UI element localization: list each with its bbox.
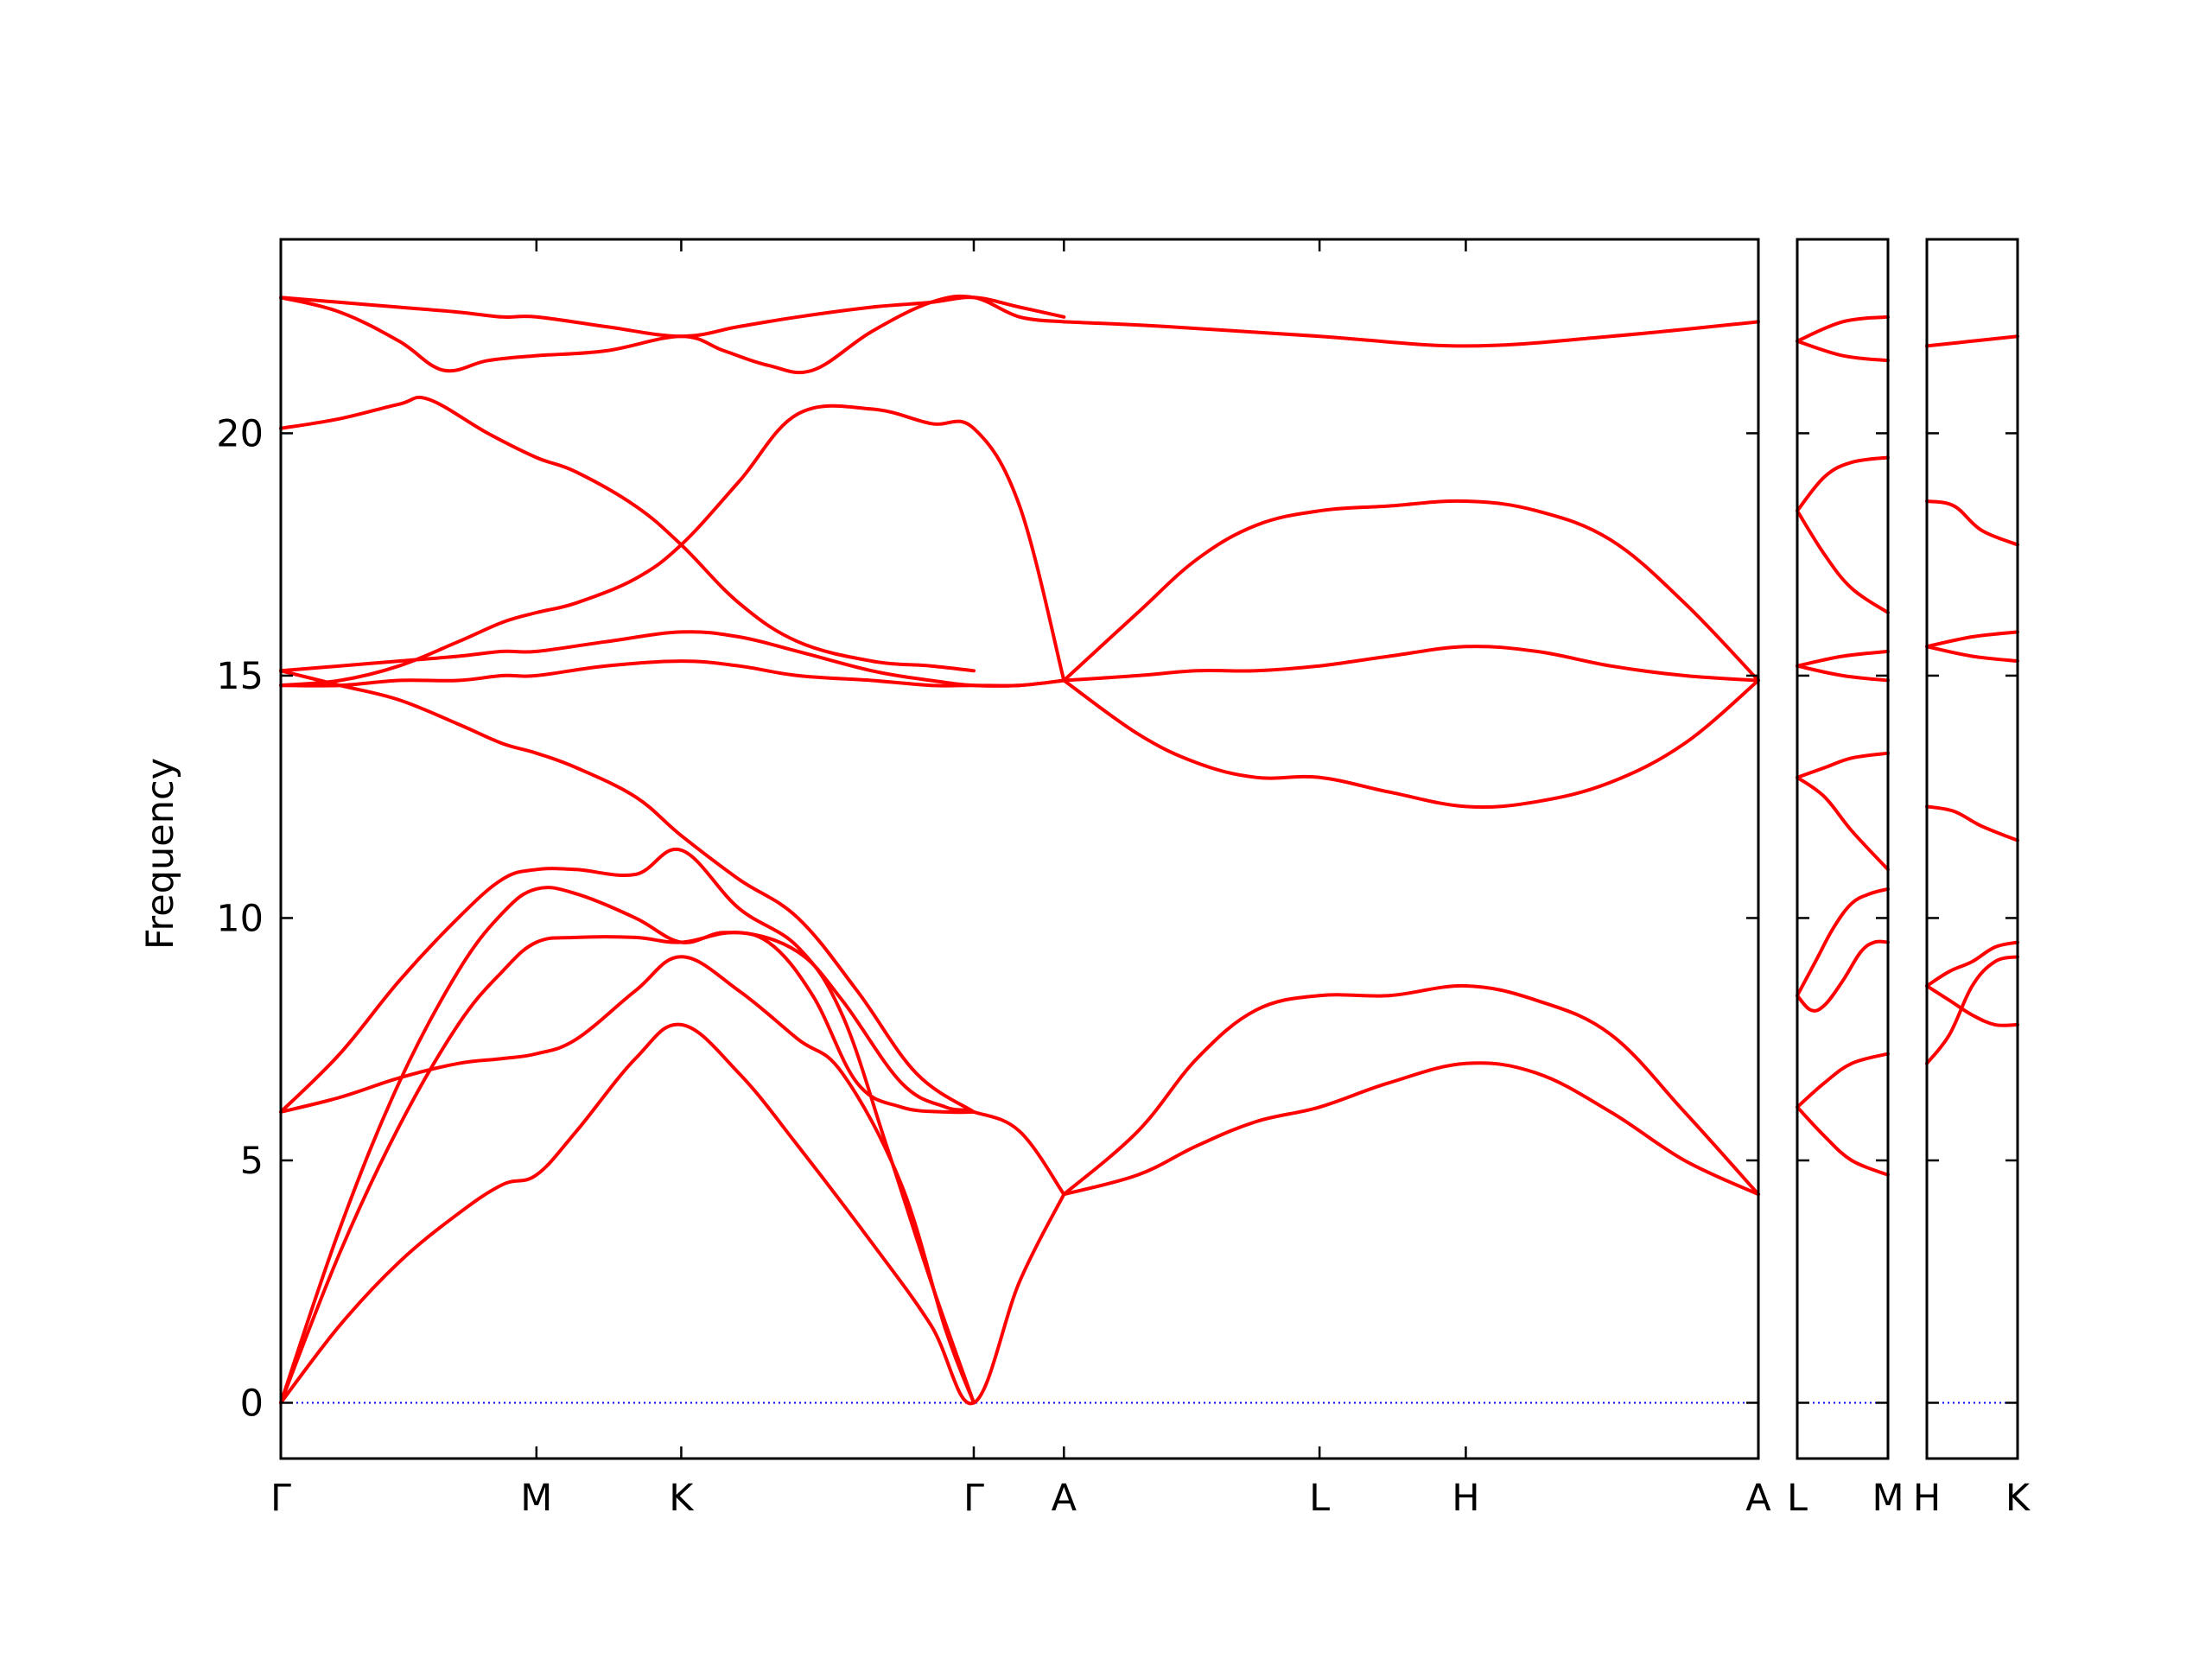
x-tick-label: A [1052, 1477, 1077, 1520]
y-tick-label: 5 [240, 1140, 264, 1183]
band-line-main-15 [1062, 678, 1760, 810]
band-line-H-K-8 [1925, 334, 2019, 348]
y-tick-label: 15 [216, 655, 264, 698]
band-line-H-K-1 [1925, 955, 2019, 1065]
band-line-L-M-9 [1796, 509, 1890, 614]
x-tick-label: K [2005, 1477, 2031, 1520]
bands-layer [279, 294, 2019, 1406]
x-tick-label: H [1452, 1477, 1479, 1520]
band-line-H-K-6 [1925, 630, 2019, 649]
band-line-main-10 [279, 395, 976, 673]
y-tick-label: 0 [240, 1382, 264, 1425]
panel-frame-main [279, 238, 1760, 1460]
band-line-L-M-1 [1796, 1105, 1890, 1177]
band-line-main-3 [279, 886, 976, 1405]
band-line-H-K-4 [1925, 804, 2019, 842]
band-line-L-M-4 [1796, 887, 1890, 998]
band-line-main-11 [279, 294, 1066, 375]
band-line-main-5 [279, 847, 976, 1405]
band-line-main-14 [1062, 983, 1760, 1197]
band-line-main-18 [1062, 320, 1760, 348]
x-tick-label: L [1787, 1477, 1808, 1520]
band-line-L-M-12 [1796, 315, 1890, 343]
band-line-main-13 [1062, 1061, 1760, 1197]
band-line-L-M-7 [1796, 664, 1890, 683]
band-line-H-K-3 [1925, 940, 2019, 988]
band-line-main-2 [279, 931, 1066, 1405]
band-line-main-9 [279, 404, 1066, 688]
band-line-L-M-2 [1796, 1052, 1890, 1109]
band-line-H-K-5 [1925, 645, 2019, 664]
band-line-L-M-10 [1796, 455, 1890, 513]
x-tick-label: M [1872, 1477, 1904, 1520]
panel-frame-H-K [1925, 238, 2019, 1460]
panel-frame-L-M [1796, 238, 1890, 1460]
band-line-L-M-3 [1796, 939, 1890, 1013]
x-tick-label: A [1745, 1477, 1771, 1520]
y-tick-label: 20 [216, 412, 264, 455]
band-line-main-12 [279, 296, 1066, 339]
band-line-main-1 [279, 1022, 1066, 1406]
band-line-main-7 [279, 630, 1066, 688]
band-line-L-M-11 [1796, 339, 1890, 363]
band-line-L-M-8 [1796, 649, 1890, 668]
x-tick-label: Γ [270, 1477, 291, 1520]
band-line-H-K-2 [1925, 984, 2019, 1027]
band-line-main-16 [1062, 645, 1760, 683]
y-axis-title: Frequency [139, 758, 182, 950]
x-tick-label: H [1913, 1477, 1941, 1520]
x-tick-label: M [520, 1477, 552, 1520]
band-line-H-K-7 [1925, 499, 2019, 547]
band-line-main-17 [1062, 499, 1760, 683]
frames-layer [279, 238, 2019, 1460]
x-tick-label: Γ [963, 1477, 984, 1520]
band-line-L-M-6 [1796, 751, 1890, 779]
band-line-L-M-5 [1796, 775, 1890, 872]
band-line-main-8 [279, 659, 1066, 688]
x-tick-label: K [669, 1477, 695, 1520]
x-tick-label: L [1309, 1477, 1330, 1520]
y-tick-label: 10 [216, 897, 264, 940]
band-line-main-6 [279, 669, 976, 1114]
band-line-main-4 [279, 955, 976, 1405]
